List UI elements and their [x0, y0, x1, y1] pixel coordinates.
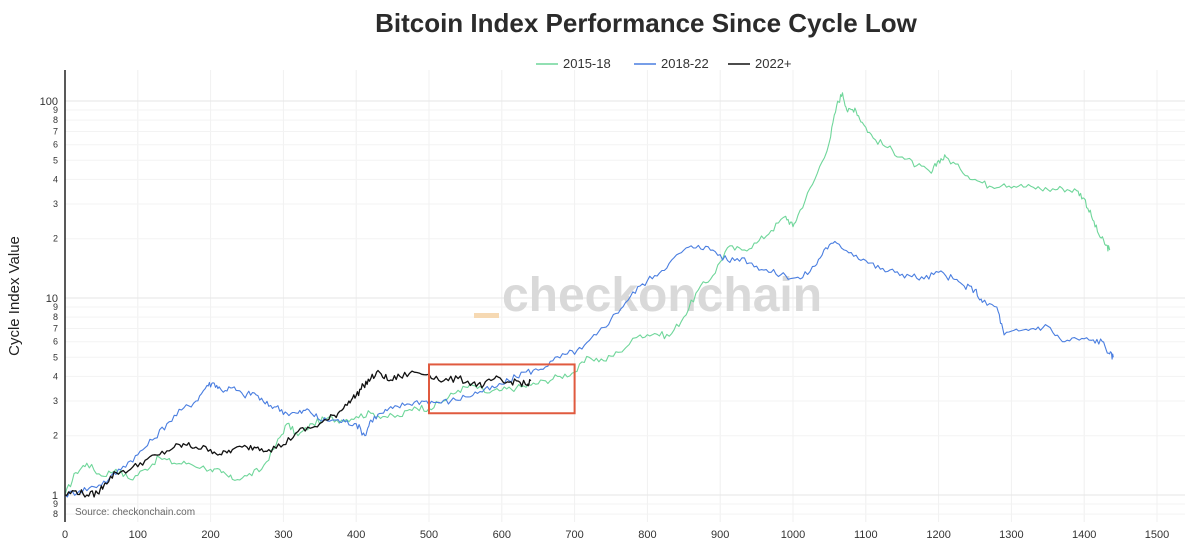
x-tick-label-6: 600 [493, 529, 511, 541]
legend-label-2018-22: 2018-22 [661, 56, 709, 71]
highlight-layer [428, 363, 576, 415]
x-tick-label-14: 1400 [1072, 529, 1096, 541]
y-tick-label-minor-8: 8 [53, 312, 58, 322]
y-tick-label-minor-12: 4 [53, 174, 58, 184]
y-tick-label-minor-11: 3 [53, 199, 58, 209]
highlight-box [428, 363, 576, 415]
y-tick-label-minor-10: 2 [53, 234, 58, 244]
series-line-2018-22 [64, 240, 1114, 498]
watermark-accent [474, 313, 499, 318]
source-note: Source: checkonchain.com [75, 507, 195, 518]
x-tick-label-5: 500 [420, 529, 438, 541]
x-tick-label-4: 400 [347, 529, 365, 541]
series-layer [64, 92, 1114, 498]
legend: 2015-18 2018-22 2022+ [536, 56, 792, 71]
y-tick-label-minor-3: 3 [53, 396, 58, 406]
y-tick-label-major-2: 100 [40, 96, 58, 108]
x-tick-label-2: 200 [201, 529, 219, 541]
y-tick-label-minor-2: 2 [53, 431, 58, 441]
x-tick-label-9: 900 [711, 529, 729, 541]
x-tick-label-10: 1000 [781, 529, 805, 541]
x-tick-label-0: 0 [62, 529, 68, 541]
y-tick-label-minor-14: 6 [53, 140, 58, 150]
y-axis-label: Cycle Index Value [6, 236, 23, 356]
y-tick-label-minor-9: 9 [53, 302, 58, 312]
y-tick-label-minor-16: 8 [53, 115, 58, 125]
x-tick-label-11: 1100 [854, 529, 878, 541]
x-axis-ticks: 0 100 200 300 400 500 600 700 800 900 1000 1100 1200… [62, 529, 1169, 541]
y-tick-label-major-0: 1 [52, 490, 58, 502]
x-tick-label-12: 1200 [926, 529, 950, 541]
series-line-2015-18 [64, 92, 1111, 496]
x-tick-label-1: 100 [129, 529, 147, 541]
y-tick-label-major-1: 10 [46, 293, 58, 305]
y-tick-label-minor-7: 7 [53, 324, 58, 334]
y-tick-label-minor-0: 8 [53, 509, 58, 519]
y-tick-label-minor-4: 4 [53, 371, 58, 381]
x-tick-label-7: 700 [565, 529, 583, 541]
y-tick-label-minor-15: 7 [53, 127, 58, 137]
legend-label-2015-18: 2015-18 [563, 56, 611, 71]
y-tick-label-minor-13: 5 [53, 155, 58, 165]
y-tick-label-minor-17: 9 [53, 105, 58, 115]
y-tick-label-minor-6: 6 [53, 337, 58, 347]
legend-label-2022+: 2022+ [755, 56, 792, 71]
x-tick-label-3: 300 [274, 529, 292, 541]
x-tick-label-15: 1500 [1145, 529, 1169, 541]
watermark: checkonchain [502, 269, 822, 322]
x-tick-label-8: 800 [638, 529, 656, 541]
x-tick-label-13: 1300 [999, 529, 1023, 541]
series-line-2022+ [64, 369, 532, 498]
chart-title: Bitcoin Index Performance Since Cycle Lo… [375, 8, 918, 38]
y-tick-label-minor-1: 9 [53, 499, 58, 509]
y-tick-label-minor-5: 5 [53, 352, 58, 362]
